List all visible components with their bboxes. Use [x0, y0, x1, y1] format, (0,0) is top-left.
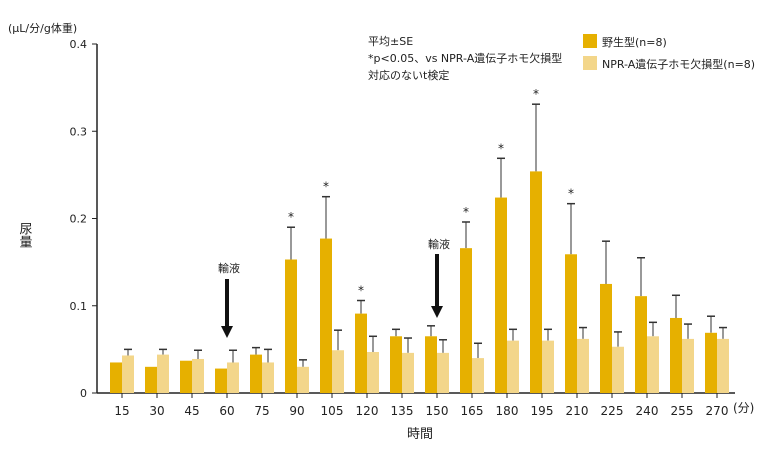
legend-label-wildtype: 野生型(n=8)	[602, 35, 667, 49]
x-tick-label: 45	[184, 404, 199, 418]
x-tick-label: 225	[601, 404, 624, 418]
bar-wildtype	[530, 171, 542, 393]
legend-label-knockout: NPR-A遺伝子ホモ欠損型(n=8)	[602, 57, 755, 71]
significance-mark: *	[568, 187, 574, 201]
significance-mark: *	[463, 205, 469, 219]
bar-wildtype	[285, 259, 297, 393]
x-tick-label: 30	[149, 404, 164, 418]
x-tick-label: 210	[566, 404, 589, 418]
x-tick-label: 195	[531, 404, 554, 418]
bar-wildtype	[250, 354, 262, 393]
x-tick-label: 120	[356, 404, 379, 418]
bar-wildtype	[495, 197, 507, 393]
infusion-arrowhead	[431, 306, 443, 318]
bar-knockout	[367, 351, 379, 393]
bar-wildtype	[460, 248, 472, 393]
x-tick-label: 105	[321, 404, 344, 418]
bar-wildtype	[565, 254, 577, 393]
arrow-label-2: 輸液	[428, 237, 450, 251]
note-2: *p<0.05、vs NPR-A遺伝子ホモ欠損型	[368, 51, 562, 65]
x-tick-label: 165	[461, 404, 484, 418]
significance-mark: *	[323, 180, 329, 194]
bar-wildtype	[145, 366, 157, 393]
bar-wildtype	[355, 313, 367, 393]
bar-wildtype	[180, 360, 192, 393]
legend-swatch-knockout	[583, 56, 597, 70]
legend-swatch-wildtype	[583, 34, 597, 48]
bar-knockout	[542, 340, 554, 393]
bar-knockout	[717, 338, 729, 393]
x-tick-label: 90	[289, 404, 304, 418]
bar-knockout	[577, 338, 589, 393]
significance-mark: *	[358, 284, 364, 298]
bar-wildtype	[320, 238, 332, 393]
x-tick-label: 60	[219, 404, 234, 418]
bar-wildtype	[670, 317, 682, 393]
x-tick-label: 135	[391, 404, 414, 418]
significance-mark: *	[533, 87, 539, 101]
y-tick-label: 0.2	[70, 213, 88, 226]
x-tick-label: 15	[114, 404, 129, 418]
bar-wildtype	[705, 332, 717, 393]
bar-knockout	[472, 358, 484, 393]
y-tick-label: 0	[80, 387, 87, 400]
bar-knockout	[192, 358, 204, 393]
y-axis-label: 尿量	[17, 222, 33, 248]
x-tick-label: 180	[496, 404, 519, 418]
bar-wildtype	[635, 296, 647, 393]
bar-knockout	[332, 350, 344, 393]
x-axis-label: 時間	[407, 427, 433, 442]
bar-wildtype	[215, 368, 227, 393]
note-1: 平均±SE	[368, 35, 413, 48]
bar-knockout	[647, 336, 659, 393]
y-unit: (μL/分/g体重)	[8, 21, 77, 35]
bar-knockout	[612, 346, 624, 393]
bar-knockout	[437, 352, 449, 393]
bar-knockout	[402, 352, 414, 393]
x-tick-label: 150	[426, 404, 449, 418]
significance-mark: *	[498, 141, 504, 155]
x-tick-label: 240	[636, 404, 659, 418]
y-tick-label: 0.1	[70, 300, 88, 313]
x-unit: (分)	[733, 401, 754, 415]
y-tick-label: 0.4	[70, 38, 88, 51]
bar-knockout	[227, 362, 239, 393]
bar-knockout	[262, 362, 274, 393]
bar-knockout	[157, 354, 169, 393]
y-tick-label: 0.3	[70, 125, 88, 138]
x-tick-label: 75	[254, 404, 269, 418]
bar-knockout	[122, 355, 134, 393]
bar-wildtype	[390, 336, 402, 393]
bar-knockout	[682, 338, 694, 393]
x-tick-label: 270	[706, 404, 729, 418]
x-tick-label: 255	[671, 404, 694, 418]
bar-wildtype	[425, 336, 437, 393]
infusion-arrowhead	[221, 326, 233, 338]
bar-knockout	[297, 366, 309, 393]
bar-knockout	[507, 340, 519, 393]
note-3: 対応のないt検定	[368, 68, 449, 82]
significance-mark: *	[288, 210, 294, 224]
bar-wildtype	[110, 362, 122, 393]
bar-wildtype	[600, 283, 612, 393]
arrow-label-1: 輸液	[218, 261, 240, 275]
